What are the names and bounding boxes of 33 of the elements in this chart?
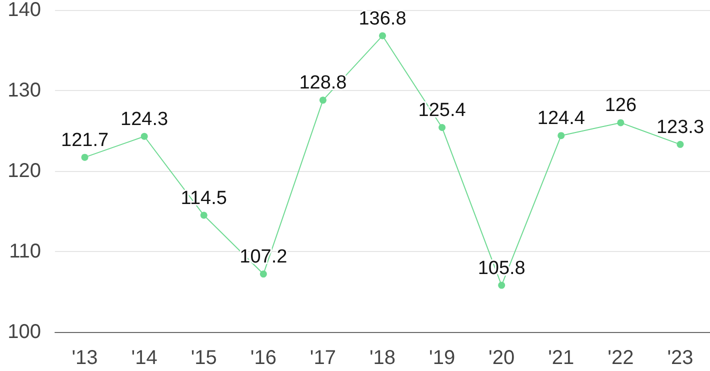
point xyxy=(438,124,446,132)
point xyxy=(260,270,267,278)
x-tick-label: '16 xyxy=(250,347,276,369)
x-tick-label: '22 xyxy=(608,347,634,369)
x-tick-label: '17 xyxy=(310,347,336,369)
x-tick-label: '21 xyxy=(548,347,574,369)
x-tick-label: '18 xyxy=(369,347,396,369)
x-tick-label: '15 xyxy=(190,347,217,369)
point xyxy=(200,212,208,219)
y-tick-label: 120 xyxy=(8,160,41,182)
data-label: 126 xyxy=(604,95,637,116)
point xyxy=(676,140,684,148)
point xyxy=(558,132,565,140)
data-label: 124.3 xyxy=(120,108,168,130)
point xyxy=(81,154,88,161)
y-tick-label: 140 xyxy=(8,0,41,21)
data-label: 121.7 xyxy=(61,130,109,151)
x-tick-label: '23 xyxy=(667,347,694,369)
x-tick-label: '13 xyxy=(72,347,98,369)
x-tick-label: '14 xyxy=(131,347,158,369)
x-tick-label: '19 xyxy=(429,347,456,369)
y-tick-label: 130 xyxy=(8,80,41,102)
point xyxy=(319,96,326,104)
data-label: 123.3 xyxy=(656,116,704,138)
point xyxy=(140,132,148,140)
data-label: 124.4 xyxy=(537,108,586,130)
data-label: 136.8 xyxy=(358,8,406,30)
y-tick-label: 110 xyxy=(9,240,41,262)
point xyxy=(498,282,506,289)
point xyxy=(379,32,386,40)
y-tick-label: 100 xyxy=(8,321,41,343)
x-tick-label: '20 xyxy=(488,347,515,369)
point xyxy=(617,119,624,126)
